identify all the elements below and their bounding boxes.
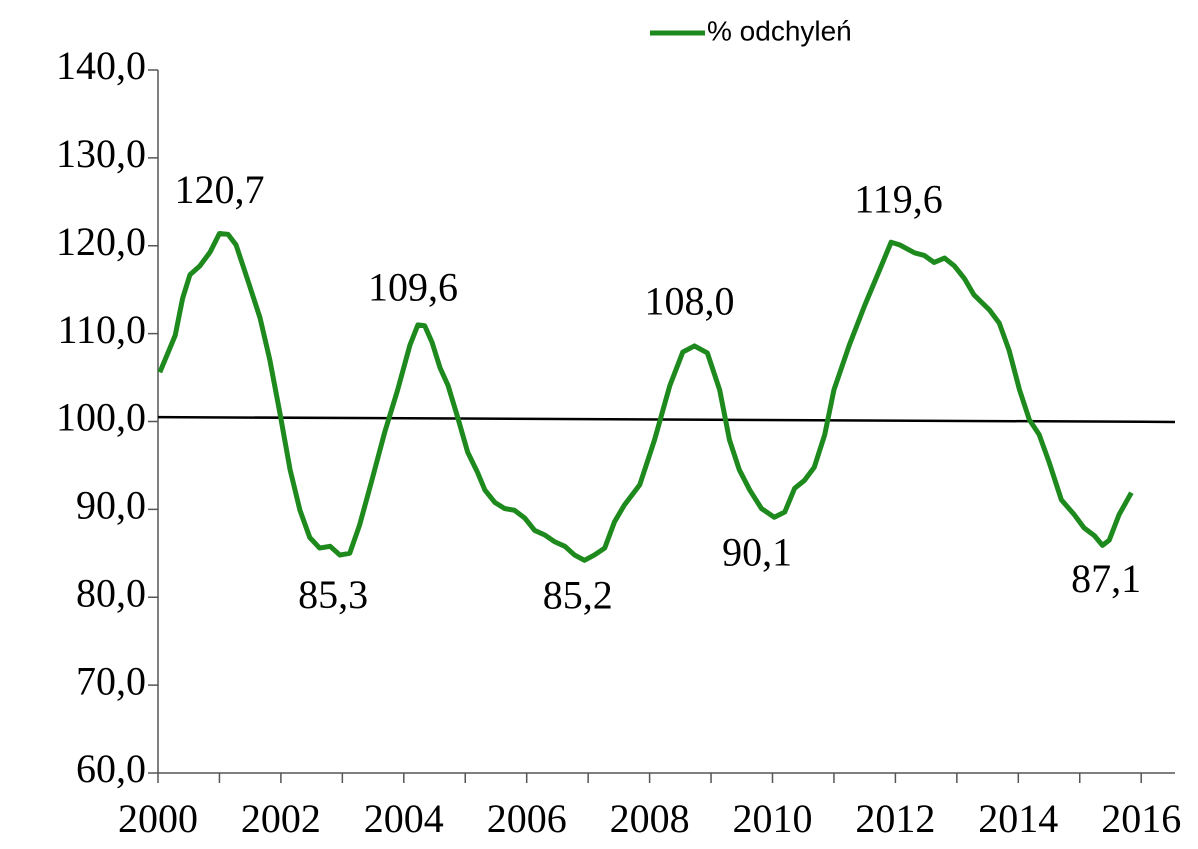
- x-tick-label: 2014: [978, 796, 1058, 841]
- annotation: 108,0: [645, 278, 735, 323]
- x-tick-label: 2016: [1101, 796, 1181, 841]
- y-tick-label: 60,0: [76, 746, 146, 791]
- annotation: 85,3: [298, 572, 368, 617]
- series-line: [157, 230, 1134, 563]
- x-tick-label: 2006: [487, 796, 567, 841]
- trend-line: [157, 415, 1176, 424]
- legend-label: % odchyleń: [707, 15, 852, 46]
- x-tick-label: 2000: [118, 796, 198, 841]
- annotation: 120,7: [174, 167, 264, 212]
- x-tick-label: 2008: [610, 796, 690, 841]
- y-tick-label: 70,0: [76, 658, 146, 703]
- y-tick-label: 110,0: [57, 307, 146, 352]
- y-tick-label: 100,0: [56, 395, 146, 440]
- y-tick-label: 130,0: [56, 131, 146, 176]
- annotation: 109,6: [368, 264, 458, 309]
- y-tick-label: 120,0: [56, 219, 146, 264]
- y-tick-label: 80,0: [76, 570, 146, 615]
- y-tick-label: 140,0: [56, 43, 146, 88]
- x-tick-label: 2002: [241, 796, 321, 841]
- annotation: 85,2: [543, 573, 613, 618]
- annotation: 90,1: [722, 530, 792, 575]
- annotation: 87,1: [1071, 556, 1141, 601]
- y-tick-label: 90,0: [76, 483, 146, 528]
- x-tick-label: 2010: [733, 796, 813, 841]
- x-tick-label: 2004: [364, 796, 444, 841]
- x-tick-label: 2012: [855, 796, 935, 841]
- annotation: 119,6: [854, 176, 943, 221]
